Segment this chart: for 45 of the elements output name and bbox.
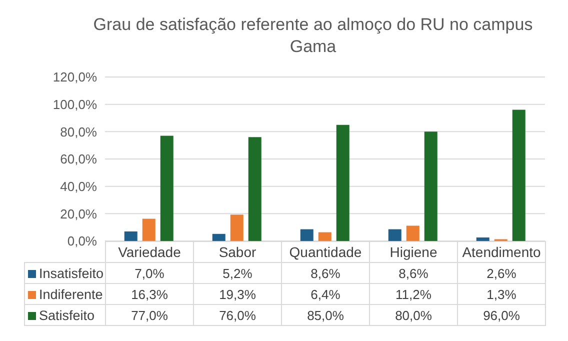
bar — [512, 110, 526, 241]
data-label: 7,0% — [106, 262, 194, 284]
bar — [476, 237, 490, 241]
bar — [300, 229, 314, 241]
y-tick-label: 80,0% — [60, 124, 98, 140]
bar — [388, 229, 402, 241]
y-tick-label: 60,0% — [60, 152, 98, 167]
data-label: 16,3% — [106, 284, 194, 304]
data-label: 80,0% — [370, 304, 458, 326]
bar — [142, 218, 156, 241]
chart-title: Grau de satisfação referente ao almoço do RU no campus Gama — [92, 14, 534, 58]
y-tick-label: 40,0% — [60, 178, 98, 194]
x-tick-label: Variedade — [106, 242, 194, 262]
data-label: 5,2% — [194, 262, 282, 284]
bar — [336, 124, 350, 241]
bar — [406, 226, 420, 241]
y-tick-label: 100,0% — [52, 96, 98, 112]
data-label: 6,4% — [282, 284, 370, 304]
x-tick-label: Quantidade — [282, 242, 370, 262]
data-label: 85,0% — [282, 304, 370, 326]
bar — [212, 234, 226, 241]
legend-label: Insatisfeito — [24, 262, 106, 284]
y-tick-label: 0,0% — [67, 234, 98, 249]
bar — [424, 132, 438, 241]
data-label: 76,0% — [194, 304, 282, 326]
bar — [318, 232, 332, 241]
legend-label: Satisfeito — [24, 304, 106, 326]
y-tick-label: 20,0% — [60, 206, 98, 222]
data-label: 8,6% — [370, 262, 458, 284]
data-label: 1,3% — [458, 284, 546, 304]
bar — [230, 214, 244, 241]
x-tick-label: Higiene — [370, 242, 458, 262]
data-label: 19,3% — [194, 284, 282, 304]
data-label: 11,2% — [370, 284, 458, 304]
y-tick-label: 120,0% — [52, 70, 98, 85]
bar — [248, 137, 262, 241]
data-label: 77,0% — [106, 304, 194, 326]
bar — [124, 231, 138, 241]
legend-label: Indiferente — [24, 284, 106, 304]
bar — [160, 136, 174, 241]
data-label: 2,6% — [458, 262, 546, 284]
x-tick-label: Atendimento — [458, 242, 546, 262]
data-label: 96,0% — [458, 304, 546, 326]
data-label: 8,6% — [282, 262, 370, 284]
x-tick-label: Sabor — [194, 242, 282, 262]
